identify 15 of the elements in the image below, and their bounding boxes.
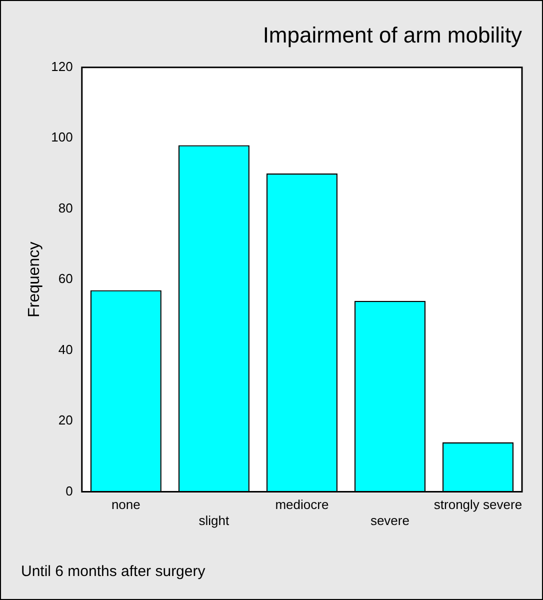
y-tick-label: 60 [58,271,73,286]
chart-title: Impairment of arm mobility [262,22,522,48]
y-tick-label: 0 [66,483,73,498]
x-tick-label: none [111,497,140,512]
y-tick-label: 20 [58,412,73,428]
y-tick-label: 40 [58,342,73,357]
x-tick-label: slight [198,512,230,528]
text: Until 6 months after surgery [21,563,206,580]
y-tick-label: 120 [51,58,73,74]
x-tick-label: strongly severe [434,497,522,512]
y-axis-title: Frequency [26,242,44,318]
y-tick-label: 80 [58,200,73,216]
x-tick-label: mediocre [275,497,329,512]
x-tick-label: severe [370,512,410,528]
y-tick-label: 100 [51,130,73,145]
